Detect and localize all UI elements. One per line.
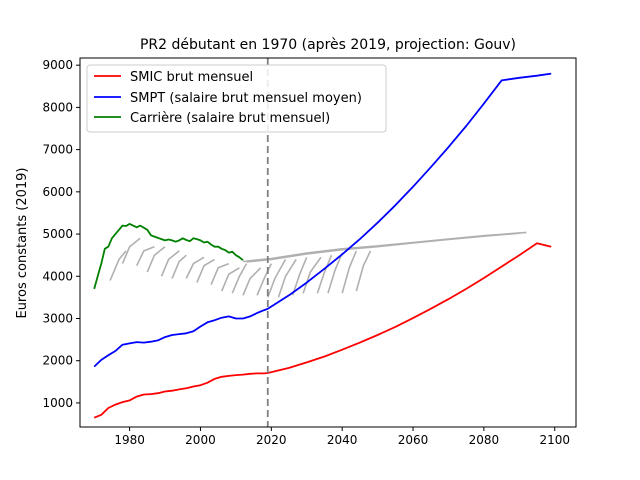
legend-box: [86, 64, 387, 133]
projection-line-11: [242, 267, 262, 296]
x-tick-label: 2000: [185, 433, 216, 447]
projection-line-1: [121, 237, 141, 264]
y-tick-label: 5000: [42, 227, 73, 241]
projection-line-15: [291, 256, 308, 296]
projection-line-12: [256, 263, 273, 296]
carriere-line: [93, 222, 244, 290]
y-axis-label: Euros constants (2019): [15, 167, 30, 318]
legend: SMIC brut mensuel SMPT (salaire brut men…: [86, 64, 387, 133]
legend-label-smic: SMIC brut mensuel: [130, 70, 253, 85]
projection-line-2: [135, 245, 155, 267]
projection-line-13: [267, 259, 287, 298]
projection-line-16: [302, 256, 322, 294]
projection-line-3: [146, 246, 166, 273]
y-tick-label: 2000: [42, 354, 73, 368]
projection-career-lines: [109, 231, 527, 298]
y-tick-label: 4000: [42, 269, 73, 283]
y-tick-label: 8000: [42, 100, 73, 114]
projection-line-10: [231, 263, 248, 294]
projection-line-4: [160, 250, 180, 277]
projection-line-6: [185, 256, 205, 279]
x-tick-label: 1980: [114, 433, 145, 447]
projection-line-0: [109, 250, 127, 281]
y-tick-label: 6000: [42, 185, 73, 199]
legend-label-smpt: SMPT (salaire brut mensuel moyen): [130, 91, 362, 106]
smpt-line: [93, 72, 552, 368]
x-tick-label: 2040: [327, 433, 358, 447]
projection-line-7: [196, 258, 216, 283]
projection-line-22: [246, 232, 520, 263]
projection-line-8: [210, 262, 230, 286]
y-tick-label: 7000: [42, 143, 73, 157]
x-tick-label: 2060: [398, 433, 429, 447]
legend-label-carriere: Carrière (salaire brut mensuel): [130, 111, 330, 126]
x-tick-label: 2080: [469, 433, 500, 447]
y-axis: 1000 2000 3000 4000 5000 6000 7000 8000 9000: [42, 58, 80, 410]
projection-line-14: [277, 258, 297, 298]
x-tick-label: 2020: [256, 433, 287, 447]
x-axis: 1980 2000 2020 2040 2060 2080 2100: [114, 427, 570, 447]
chart-title: PR2 débutant en 1970 (après 2019, projec…: [140, 37, 516, 53]
series-lines: [93, 72, 552, 419]
plot-frame: [79, 57, 577, 428]
projection-line-5: [171, 254, 187, 279]
projection-line-17: [316, 254, 333, 294]
y-tick-label: 3000: [42, 311, 73, 325]
projection-line-9: [220, 267, 240, 292]
projection-line-20: [355, 250, 372, 292]
x-tick-label: 2100: [539, 433, 570, 447]
smic-line: [93, 242, 552, 419]
y-tick-label: 1000: [42, 396, 73, 410]
projection-line-19: [341, 250, 358, 294]
y-tick-label: 9000: [42, 58, 73, 72]
projection-line-18: [327, 252, 343, 294]
